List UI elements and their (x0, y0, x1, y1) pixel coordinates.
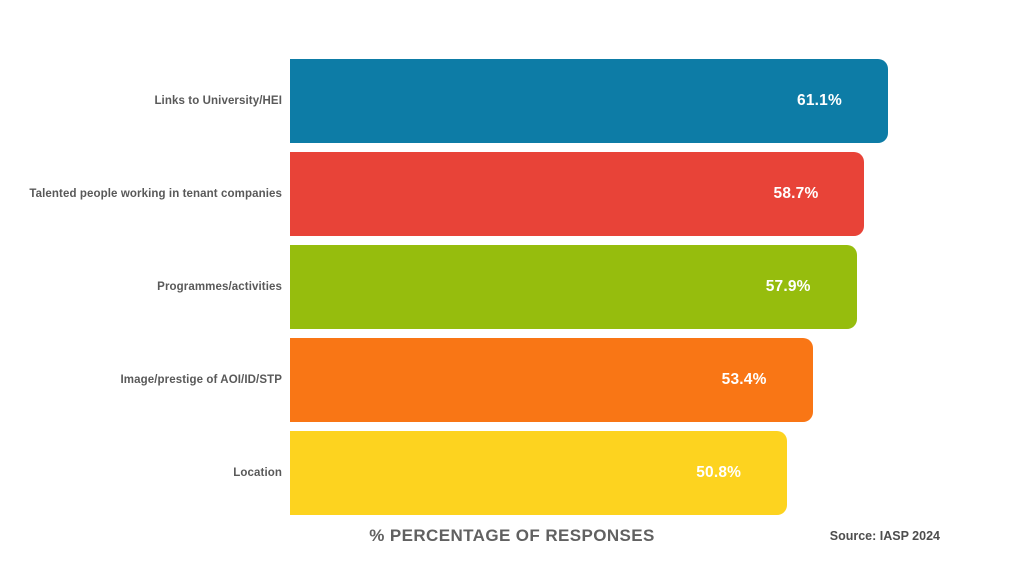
bar-value-label: 53.4% (721, 371, 767, 388)
bar: 50.8% (290, 431, 788, 515)
bar: 53.4% (290, 338, 813, 422)
bar-track: 57.9% (290, 245, 1024, 329)
bar-value-label: 50.8% (696, 464, 742, 481)
source-note: Source: IASP 2024 (829, 529, 940, 543)
chart-row: Talented people working in tenant compan… (0, 152, 1024, 236)
category-label: Programmes/activities (157, 281, 282, 293)
chart-row: Location 50.8% (0, 431, 1024, 515)
category-label: Location (233, 467, 282, 479)
category-label: Links to University/HEI (154, 95, 282, 107)
bar-track: 61.1% (290, 59, 1024, 143)
chart-row: Image/prestige of AOI/ID/STP 53.4% (0, 338, 1024, 422)
category-label: Talented people working in tenant compan… (29, 188, 282, 200)
bar-value-label: 57.9% (765, 278, 811, 295)
bar: 57.9% (290, 245, 857, 329)
chart-row: Programmes/activities 57.9% (0, 245, 1024, 329)
bar-value-label: 61.1% (797, 92, 842, 109)
bar-chart: Links to University/HEI 61.1% Talented p… (0, 59, 1024, 515)
bar: 58.7% (290, 152, 865, 236)
bar-value-label: 58.7% (773, 185, 819, 202)
bar: 61.1% (290, 59, 888, 143)
bar-track: 53.4% (290, 338, 1024, 422)
category-label: Image/prestige of AOI/ID/STP (120, 374, 282, 386)
chart-row: Links to University/HEI 61.1% (0, 59, 1024, 143)
bar-track: 58.7% (290, 152, 1024, 236)
x-axis-label: % PERCENTAGE OF RESPONSES (369, 526, 655, 545)
bar-track: 50.8% (290, 431, 1024, 515)
